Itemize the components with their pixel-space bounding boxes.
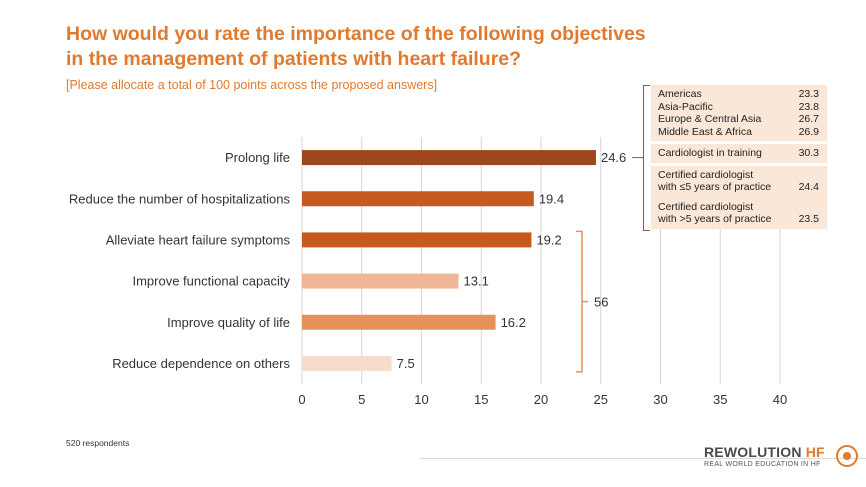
x-tick-label: 5 <box>358 392 365 407</box>
side-panel-bracket <box>643 85 650 231</box>
bar <box>302 355 392 371</box>
chart-title-line-2: in the management of patients with heart… <box>66 48 522 70</box>
region-value: 26.9 <box>798 125 819 138</box>
heart-circle-icon <box>836 445 858 467</box>
x-tick-label: 35 <box>713 392 727 407</box>
bar <box>302 314 496 330</box>
region-label: Middle East & Africa <box>658 125 752 138</box>
panel-divider <box>651 141 827 144</box>
specialty-label: Certified cardiologist with >5 years of … <box>658 201 772 226</box>
specialty-row-in-training: Cardiologist in training 30.3 <box>658 147 819 160</box>
panel-divider <box>651 162 827 166</box>
region-label: Europe & Central Asia <box>658 113 762 125</box>
data-label: 19.4 <box>539 191 564 206</box>
specialty-row-certified-le5: Certified cardiologist with ≤5 years of … <box>658 169 819 194</box>
data-label: 16.2 <box>501 315 526 330</box>
region-row-europe-central-asia: Europe & Central Asia 26.7 <box>658 113 819 126</box>
category-label: Improve quality of life <box>167 315 290 330</box>
x-tick-label: 30 <box>653 392 667 407</box>
specialty-label-line-2: with >5 years of practice <box>658 213 772 225</box>
specialty-label-line-1: Certified cardiologist <box>658 168 754 181</box>
region-value: 23.8 <box>798 100 819 113</box>
data-label: 24.6 <box>601 150 626 165</box>
bar <box>302 150 596 166</box>
region-row-americas: Americas 23.3 <box>658 88 819 101</box>
category-label: Alleviate heart failure symptoms <box>106 232 291 247</box>
category-label: Reduce dependence on others <box>112 356 290 371</box>
bar <box>302 191 534 207</box>
bar <box>302 273 459 289</box>
footer-divider <box>420 458 866 459</box>
category-label: Improve functional capacity <box>132 274 290 289</box>
specialty-label: Cardiologist in training <box>658 147 762 160</box>
region-value: 26.7 <box>798 113 819 125</box>
respondent-count: 520 respondents <box>66 438 130 448</box>
specialty-label-line-2: with ≤5 years of practice <box>658 181 772 193</box>
specialty-value: 23.5 <box>798 213 819 225</box>
data-label: 13.1 <box>464 274 489 289</box>
specialty-group: Cardiologist in training 30.3 <box>651 144 827 163</box>
region-value: 23.3 <box>798 88 819 100</box>
subgroup-panel: Americas 23.3 Asia-Pacific 23.8 Europe &… <box>651 85 827 229</box>
specialty-group-certified: Certified cardiologist with ≤5 years of … <box>651 166 827 229</box>
specialty-label: Certified cardiologist with ≤5 years of … <box>658 169 771 194</box>
x-tick-label: 40 <box>773 392 787 407</box>
logo-wordmark: REWOLUTION <box>704 444 806 460</box>
specialty-value: 30.3 <box>798 147 819 159</box>
x-tick-label: 20 <box>534 392 548 407</box>
data-label: 7.5 <box>397 356 415 371</box>
x-tick-label: 10 <box>414 392 428 407</box>
bar <box>302 232 532 248</box>
chart-title: How would you rate the importance of the… <box>66 22 766 72</box>
logo-tagline: REAL WORLD EDUCATION IN HF <box>704 461 821 468</box>
specialty-label-line-1: Certified cardiologist <box>658 200 754 213</box>
category-label: Prolong life <box>225 150 290 165</box>
x-tick-label: 15 <box>474 392 488 407</box>
group-total-label: 56 <box>594 295 608 310</box>
group-brace <box>576 230 588 373</box>
specialty-row-certified-gt5: Certified cardiologist with >5 years of … <box>658 201 819 226</box>
region-row-middle-east-africa: Middle East & Africa 26.9 <box>658 126 819 139</box>
specialty-value: 24.4 <box>798 181 819 193</box>
region-label: Asia-Pacific <box>658 100 713 113</box>
region-label: Americas <box>658 88 702 100</box>
region-group: Americas 23.3 Asia-Pacific 23.8 Europe &… <box>651 85 827 141</box>
chart-subtitle: [Please allocate a total of 100 points a… <box>66 78 438 92</box>
chart-title-line-1: How would you rate the importance of the… <box>66 23 646 45</box>
data-label: 19.2 <box>536 232 561 247</box>
rewolution-hf-logo: REWOLUTION HF REAL WORLD EDUCATION IN HF <box>704 444 864 468</box>
logo-wordmark-accent: HF <box>805 444 825 460</box>
region-row-asia-pacific: Asia-Pacific 23.8 <box>658 101 819 114</box>
category-label: Reduce the number of hospitalizations <box>69 191 291 206</box>
x-tick-label: 0 <box>298 392 305 407</box>
x-tick-label: 25 <box>594 392 608 407</box>
specialty-label-line-1: Cardiologist in training <box>658 147 762 159</box>
